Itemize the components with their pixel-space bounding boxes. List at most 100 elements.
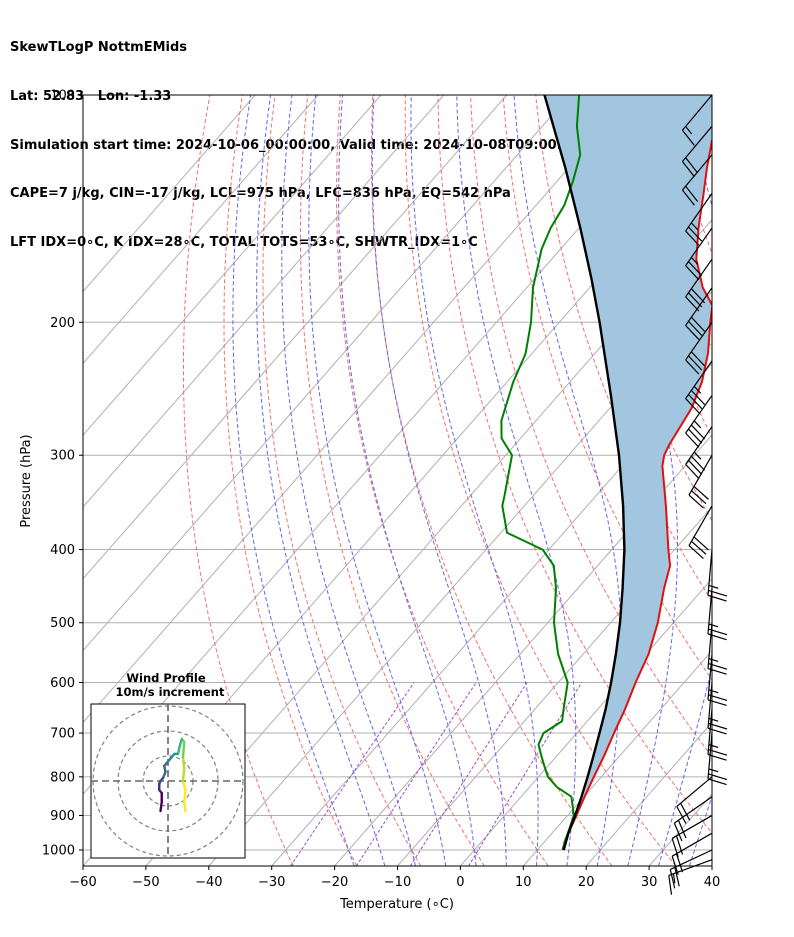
- location-line: Lat: 52.83 Lon: -1.33: [10, 89, 172, 104]
- wind-barb: [707, 549, 728, 602]
- isotherm-line: [83, 95, 633, 724]
- dry-adiabat: [502, 95, 712, 681]
- moist-adiabat: [256, 95, 386, 866]
- moist-adiabat: [338, 95, 477, 866]
- x-tick-label: −60: [69, 875, 96, 890]
- x-tick-label: −40: [195, 875, 222, 890]
- isotherm-line: [397, 506, 712, 866]
- wind-barb: [676, 776, 713, 824]
- moist-adiabat: [456, 95, 577, 866]
- wind-barb: [707, 708, 728, 761]
- time-line: Simulation start time: 2024-10-06_00:00:…: [10, 137, 603, 153]
- cape-area: [544, 95, 712, 842]
- moist-adiabat: [720, 95, 794, 866]
- hodograph-segment: [181, 767, 186, 783]
- dry-adiabat: [336, 95, 549, 866]
- y-tick-label: 500: [50, 616, 75, 631]
- moist-adiabat: [587, 95, 678, 866]
- dry-adiabat: [404, 95, 677, 866]
- mixing-ratio-line: [355, 682, 477, 866]
- isotherm-line: [145, 219, 712, 866]
- wind-barb: [673, 796, 713, 842]
- hodograph-segment: [159, 800, 163, 813]
- x-axis-label: Temperature (∘C): [339, 897, 454, 912]
- wind-barb: [685, 395, 713, 448]
- dry-adiabat: [183, 95, 294, 866]
- y-tick-label: 900: [50, 809, 75, 824]
- x-tick-label: 10: [515, 875, 532, 890]
- isotherm-line: [208, 290, 712, 866]
- indices-line-2: LFT IDX=0∘C, K IDX=28∘C, TOTAL TOTS=53∘C…: [10, 234, 478, 250]
- wind-barb: [688, 454, 713, 509]
- hodograph-segment: [183, 800, 187, 813]
- y-tick-label: 800: [50, 770, 75, 785]
- dry-adiabat: [470, 95, 712, 758]
- temperature-profile: [562, 138, 712, 851]
- dry-adiabat: [262, 95, 422, 866]
- y-tick-label: 100: [50, 89, 75, 104]
- cape-fill: [544, 95, 712, 842]
- moist-adiabat: [281, 95, 416, 866]
- isotherm-line: [83, 95, 508, 580]
- hodograph-segment: [178, 737, 183, 750]
- chart-title: SkewTLogP NottmEMids: [10, 40, 188, 56]
- moist-adiabat: [308, 95, 447, 866]
- isotherm-line: [522, 649, 712, 866]
- x-tick-label: 30: [641, 875, 658, 890]
- y-axis-label: Pressure (hPa): [19, 434, 34, 527]
- mixing-ratio-line: [290, 682, 415, 866]
- isotherm-line: [585, 721, 712, 866]
- x-tick-label: −10: [384, 875, 411, 890]
- moist-adiabat: [688, 794, 712, 866]
- hodograph-segment: [183, 788, 187, 804]
- dry-adiabat: [223, 95, 358, 866]
- y-axis-ticks: 1000 900 800 700 600 500 400 300 200 100: [42, 89, 83, 859]
- isotherm-line: [711, 865, 712, 866]
- wind-barb: [685, 321, 713, 375]
- parcel-path: [543, 95, 626, 851]
- x-tick-label: 0: [456, 875, 464, 890]
- wind-barb: [685, 193, 713, 246]
- y-tick-label: 300: [50, 449, 75, 464]
- mixing-ratio-line: [468, 682, 583, 866]
- isotherm-line: [83, 95, 571, 652]
- mixing-ratio-line: [409, 682, 528, 866]
- wind-barb: [685, 258, 713, 312]
- isotherm-line: [83, 95, 382, 436]
- moist-adiabat: [371, 95, 507, 866]
- hodograph-segment: [181, 740, 186, 759]
- wind-barb: [685, 287, 713, 340]
- isotherm-line: [83, 95, 445, 508]
- dry-adiabat: [764, 95, 794, 866]
- sounding-lines: [500, 95, 712, 851]
- x-tick-label: −20: [321, 875, 348, 890]
- hodograph-subtitle: 10m/s increment: [116, 685, 225, 699]
- x-tick-label: 20: [578, 875, 595, 890]
- x-axis-ticks: −60 −50 −40 −30 −20 −10 0 10 20 30 40: [69, 866, 720, 890]
- y-tick-label: 700: [50, 727, 75, 742]
- wind-barb: [671, 832, 713, 875]
- x-tick-label: −30: [258, 875, 285, 890]
- isotherm-line: [83, 95, 319, 365]
- moist-adiabat: [410, 95, 539, 866]
- dry-adiabat: [731, 95, 794, 866]
- y-tick-label: 400: [50, 543, 75, 558]
- background-grid: [83, 95, 794, 866]
- hodograph-title: Wind Profile: [126, 671, 206, 685]
- moist-adiabat: [513, 95, 622, 866]
- y-tick-label: 600: [50, 676, 75, 691]
- wind-barb: [688, 505, 713, 560]
- x-tick-label: 40: [704, 875, 721, 890]
- wind-barb: [685, 360, 713, 414]
- isotherm-line: [460, 578, 712, 866]
- isotherm-line: [334, 434, 712, 866]
- dewpoint-profile: [500, 95, 582, 851]
- wind-barb: [681, 125, 713, 178]
- isotherm-line: [271, 362, 712, 866]
- hodograph-segment: [181, 755, 186, 771]
- moist-adiabat: [232, 95, 355, 866]
- hodograph-segment: [181, 779, 187, 792]
- y-tick-label: 1000: [42, 844, 75, 859]
- x-tick-label: −50: [132, 875, 159, 890]
